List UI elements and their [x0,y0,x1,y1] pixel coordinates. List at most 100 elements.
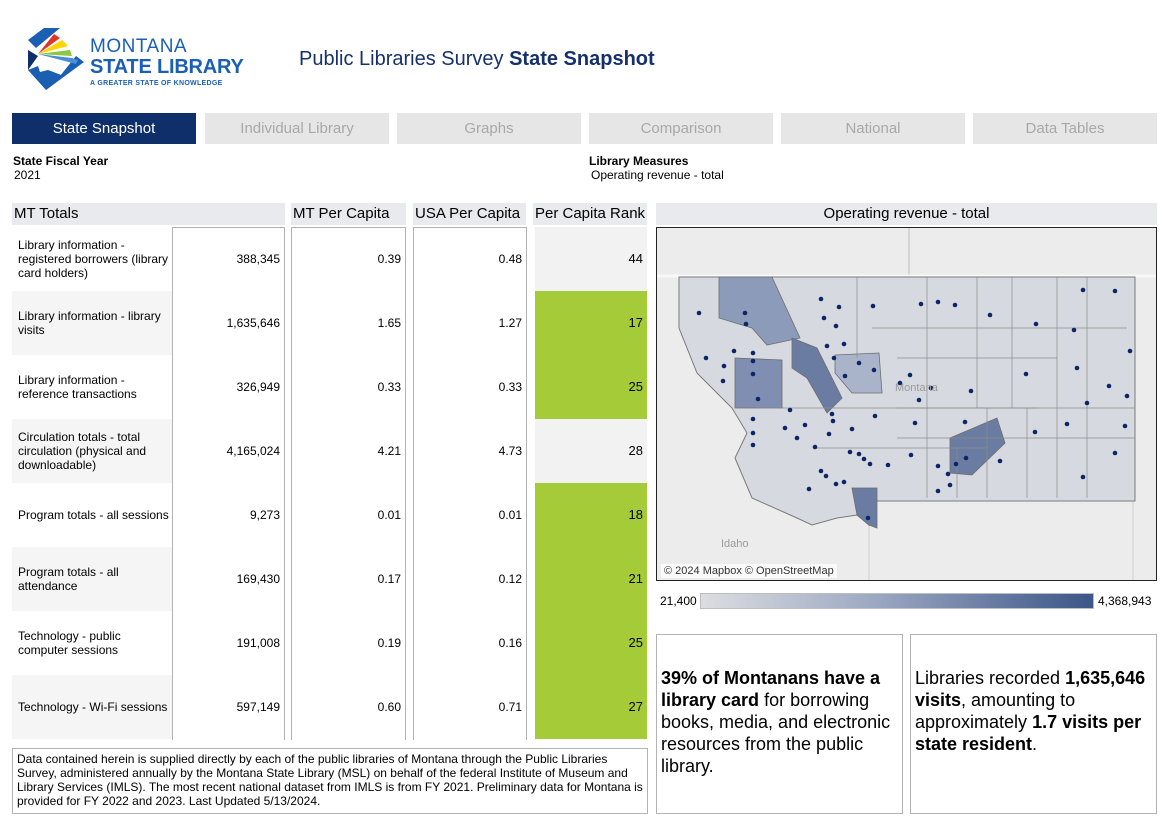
tab-data-tables[interactable]: Data Tables [973,113,1157,144]
library-location-dot[interactable] [856,360,862,366]
library-location-dot[interactable] [945,471,951,477]
library-location-dot[interactable] [842,373,848,379]
library-location-dot[interactable] [912,420,918,426]
library-location-dot[interactable] [703,355,709,361]
library-location-dot[interactable] [1127,348,1133,354]
library-location-dot[interactable] [1074,365,1080,371]
library-location-dot[interactable] [1112,450,1118,456]
library-location-dot[interactable] [1064,421,1070,427]
county-shape[interactable] [718,276,801,346]
usa-per-capita-value: 0.33 [498,380,522,394]
tab-national[interactable]: National [781,113,965,144]
tab-graphs[interactable]: Graphs [397,113,581,144]
library-location-dot[interactable] [830,418,836,424]
library-location-dot[interactable] [935,463,941,469]
library-location-dot[interactable] [928,385,934,391]
library-location-dot[interactable] [823,473,829,479]
library-location-dot[interactable] [831,355,837,361]
county-shape[interactable] [834,352,883,394]
library-location-dot[interactable] [742,310,748,316]
library-location-dot[interactable] [865,515,871,521]
county-map-svg[interactable]: Montana Idaho [657,228,1157,581]
library-location-dot[interactable] [782,425,788,431]
fiscal-year-filter[interactable]: 2021 [14,168,41,182]
library-location-dot[interactable] [731,348,737,354]
library-location-dot[interactable] [824,343,830,349]
county-shape[interactable] [791,337,843,414]
library-location-dot[interactable] [918,301,924,307]
library-location-dot[interactable] [897,380,903,386]
library-location-dot[interactable] [1032,429,1038,435]
library-location-dot[interactable] [1071,327,1077,333]
library-location-dot[interactable] [750,371,756,377]
library-location-dot[interactable] [750,350,756,356]
tab-state-snapshot[interactable]: State Snapshot [12,113,196,144]
library-measures-filter[interactable]: Operating revenue - total [591,168,724,182]
choropleth-map[interactable]: Montana Idaho © 2024 Mapbox © OpenStreet… [656,227,1157,581]
library-location-dot[interactable] [794,435,800,441]
library-location-dot[interactable] [872,413,878,419]
library-location-dot[interactable] [987,312,993,318]
library-location-dot[interactable] [871,367,877,373]
library-location-dot[interactable] [787,407,793,413]
library-location-dot[interactable] [833,323,839,329]
library-location-dot[interactable] [750,442,756,448]
library-location-dot[interactable] [1023,371,1029,377]
library-location-dot[interactable] [1084,400,1090,406]
library-location-dot[interactable] [750,430,756,436]
library-location-dot[interactable] [861,456,867,462]
montana-state-library-logo[interactable]: MONTANA STATE LIBRARY A GREATER STATE OF… [24,26,254,92]
library-location-dot[interactable] [1080,287,1086,293]
library-location-dot[interactable] [841,479,847,485]
library-location-dot[interactable] [833,481,839,487]
library-location-dot[interactable] [963,455,969,461]
library-location-dot[interactable] [885,462,891,468]
library-location-dot[interactable] [870,303,876,309]
library-location-dot[interactable] [818,468,824,474]
library-location-dot[interactable] [755,396,761,402]
library-location-dot[interactable] [953,461,959,467]
library-location-dot[interactable] [935,488,941,494]
library-location-dot[interactable] [947,482,953,488]
library-location-dot[interactable] [821,315,827,321]
library-location-dot[interactable] [847,449,853,455]
library-location-dot[interactable] [826,431,832,437]
library-location-dot[interactable] [867,461,873,467]
library-location-dot[interactable] [997,458,1003,464]
library-location-dot[interactable] [696,310,702,316]
library-location-dot[interactable] [952,302,958,308]
library-location-dot[interactable] [1124,393,1130,399]
library-location-dot[interactable] [1033,321,1039,327]
library-location-dot[interactable] [1122,423,1128,429]
library-location-dot[interactable] [743,321,749,327]
county-shape[interactable] [949,417,1006,476]
library-location-dot[interactable] [721,363,727,369]
library-location-dot[interactable] [916,397,922,403]
tab-individual-library[interactable]: Individual Library [205,113,389,144]
map-attribution[interactable]: © 2024 Mapbox © OpenStreetMap [661,564,837,578]
library-location-dot[interactable] [720,378,726,384]
library-location-dot[interactable] [962,419,968,425]
per-capita-rank-value: 25 [535,611,647,675]
library-location-dot[interactable] [750,358,756,364]
library-location-dot[interactable] [836,304,842,310]
library-location-dot[interactable] [1080,474,1086,480]
library-location-dot[interactable] [806,486,812,492]
library-location-dot[interactable] [849,426,855,432]
library-location-dot[interactable] [1106,383,1112,389]
library-location-dot[interactable] [908,452,914,458]
library-location-dot[interactable] [812,444,818,450]
library-location-dot[interactable] [829,411,835,417]
library-location-dot[interactable] [802,422,808,428]
library-location-dot[interactable] [907,372,913,378]
tab-comparison[interactable]: Comparison [589,113,773,144]
library-location-dot[interactable] [968,388,974,394]
library-location-dot[interactable] [841,341,847,347]
county-shape[interactable] [851,487,878,529]
library-location-dot[interactable] [750,416,756,422]
library-location-dot[interactable] [1112,288,1118,294]
logo-line2: STATE LIBRARY [90,56,244,78]
library-location-dot[interactable] [935,299,941,305]
library-location-dot[interactable] [856,451,862,457]
library-location-dot[interactable] [818,296,824,302]
